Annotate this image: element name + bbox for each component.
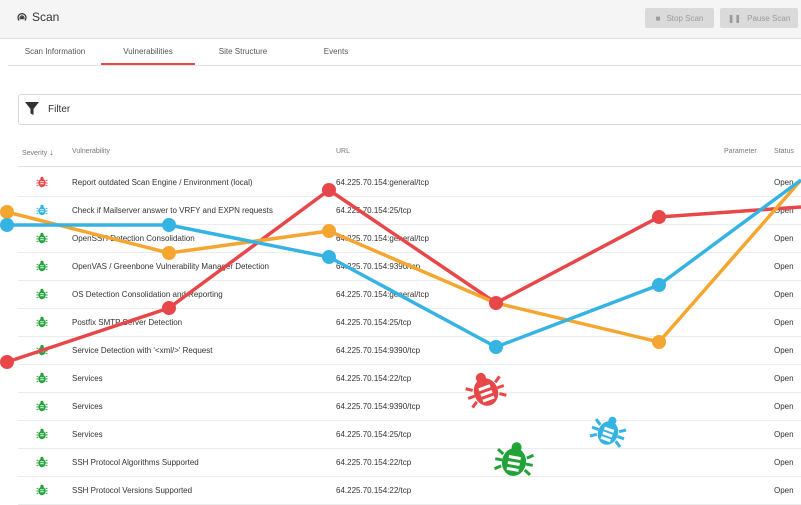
table-header: Severity ↓ Vulnerability URL Parameter S… bbox=[18, 140, 801, 167]
vulnerability-url: 64.225.70.154:9390/tcp bbox=[336, 346, 421, 355]
tab-vulnerabilities[interactable]: Vulnerabilities bbox=[101, 39, 195, 65]
app-title-text: Scan bbox=[32, 10, 60, 24]
vulnerability-name: Service Detection with '<xml/>' Request bbox=[72, 346, 213, 355]
vulnerability-url: 64.225.70.154:general/tcp bbox=[336, 178, 429, 187]
app-title: Scan bbox=[16, 10, 59, 24]
stop-scan-label: Stop Scan bbox=[666, 13, 704, 23]
vulnerability-name: SSH Protocol Algorithms Supported bbox=[72, 458, 199, 467]
table-row[interactable]: Report outdated Scan Engine / Environmen… bbox=[18, 168, 801, 197]
status-value: Open bbox=[774, 402, 794, 411]
table-row[interactable]: OS Detection Consolidation and Reporting… bbox=[18, 280, 801, 309]
table-row[interactable]: OpenSSH Detection Consolidation 64.225.70… bbox=[18, 224, 801, 253]
arrow-down-icon: ↓ bbox=[49, 148, 54, 157]
severity-header-label: Severity bbox=[22, 150, 48, 157]
status-value: Open bbox=[774, 346, 794, 355]
vulnerability-url: 64.225.70.154:25/tcp bbox=[336, 430, 412, 439]
status-value: Open bbox=[774, 486, 794, 495]
status-value: Open bbox=[774, 458, 794, 467]
table-row[interactable]: Services 64.225.70.154:9390/tcp Open bbox=[18, 392, 801, 421]
vulnerability-name: OS Detection Consolidation and Reporting bbox=[72, 290, 223, 299]
table-row[interactable]: Service Detection with '<xml/>' Request 6… bbox=[18, 336, 801, 365]
status-value: Open bbox=[774, 262, 794, 271]
vulnerability-header[interactable]: Vulnerability bbox=[72, 148, 110, 155]
pause-icon: ❚❚ bbox=[727, 13, 742, 23]
vulnerability-url: 64.225.70.154:22/tcp bbox=[336, 374, 412, 383]
status-value: Open bbox=[774, 234, 794, 243]
table-row[interactable]: Check if Mailserver answer to VRFY and E… bbox=[18, 196, 801, 225]
vulnerability-url: 64.225.70.154:general/tcp bbox=[336, 290, 429, 299]
radar-icon bbox=[17, 13, 27, 21]
table-row[interactable]: Services 64.225.70.154:22/tcp Open bbox=[18, 364, 801, 393]
pause-scan-button[interactable]: ❚❚ Pause Scan bbox=[720, 8, 798, 28]
vulnerability-name: SSH Protocol Versions Supported bbox=[72, 486, 193, 495]
bug-icon bbox=[36, 344, 48, 356]
status-value: Open bbox=[774, 290, 794, 299]
top-bar: Scan ■ Stop Scan ❚❚ Pause Scan bbox=[0, 0, 801, 39]
vulnerability-name: Postfix SMTP Server Detection bbox=[72, 318, 183, 327]
bug-icon bbox=[36, 204, 48, 216]
filter-label: Filter bbox=[48, 104, 71, 115]
vulnerability-url: 64.225.70.154:9390/tcp bbox=[336, 262, 421, 271]
bug-icon bbox=[36, 428, 48, 440]
table-row[interactable]: OpenVAS / Greenbone Vulnerability Manage… bbox=[18, 252, 801, 281]
vulnerability-name: Services bbox=[72, 430, 103, 439]
vulnerability-url: 64.225.70.154:general/tcp bbox=[336, 234, 429, 243]
status-value: Open bbox=[774, 178, 794, 187]
filter-icon bbox=[25, 102, 39, 115]
table-row[interactable]: Postfix SMTP Server Detection 64.225.70.1… bbox=[18, 308, 801, 337]
bug-icon bbox=[36, 288, 48, 300]
bug-icon bbox=[36, 372, 48, 384]
vulnerability-name: OpenSSH Detection Consolidation bbox=[72, 234, 195, 243]
tab-site-structure[interactable]: Site Structure bbox=[218, 47, 268, 56]
bug-icon bbox=[36, 260, 48, 272]
bug-icon bbox=[36, 484, 48, 496]
vulnerability-name: OpenVAS / Greenbone Vulnerability Manage… bbox=[72, 262, 270, 271]
vulnerability-url: 64.225.70.154:9390/tcp bbox=[336, 402, 421, 411]
stop-icon: ■ bbox=[655, 13, 661, 23]
vulnerability-name: Services bbox=[72, 374, 103, 383]
vulnerability-url: 64.225.70.154:22/tcp bbox=[336, 486, 412, 495]
vulnerability-name: Services bbox=[72, 402, 103, 411]
bug-icon bbox=[36, 316, 48, 328]
vulnerability-name: Report outdated Scan Engine / Environmen… bbox=[72, 178, 253, 187]
tab-bar: Scan Information Vulnerabilities Site St… bbox=[8, 39, 801, 66]
pause-scan-label: Pause Scan bbox=[747, 13, 791, 23]
status-value: Open bbox=[774, 318, 794, 327]
status-value: Open bbox=[774, 430, 794, 439]
bug-icon bbox=[36, 176, 48, 188]
status-header[interactable]: Status bbox=[774, 148, 794, 155]
parameter-header[interactable]: Parameter bbox=[724, 148, 757, 155]
stop-scan-button[interactable]: ■ Stop Scan bbox=[645, 8, 714, 28]
vulnerability-url: 64.225.70.154:22/tcp bbox=[336, 458, 412, 467]
tab-events[interactable]: Events bbox=[323, 47, 349, 56]
vulnerability-url: 64.225.70.154:25/tcp bbox=[336, 206, 412, 215]
table-row[interactable]: SSH Protocol Versions Supported 64.225.70… bbox=[18, 476, 801, 505]
url-header[interactable]: URL bbox=[336, 148, 351, 155]
bug-icon bbox=[36, 232, 48, 244]
tab-scan-information[interactable]: Scan Information bbox=[24, 47, 86, 56]
table-row[interactable]: Services 64.225.70.154:25/tcp Open bbox=[18, 420, 801, 449]
status-value: Open bbox=[774, 374, 794, 383]
table-row[interactable]: SSH Protocol Algorithms Supported 64.225.… bbox=[18, 448, 801, 477]
bug-icon bbox=[36, 400, 48, 412]
vulnerability-name: Check if Mailserver answer to VRFY and E… bbox=[72, 206, 273, 215]
filter-bar[interactable]: Filter bbox=[18, 94, 801, 125]
severity-header[interactable]: Severity ↓ bbox=[22, 148, 53, 157]
vulnerability-url: 64.225.70.154:25/tcp bbox=[336, 318, 412, 327]
status-value: Open bbox=[774, 206, 794, 215]
bug-icon bbox=[36, 456, 48, 468]
